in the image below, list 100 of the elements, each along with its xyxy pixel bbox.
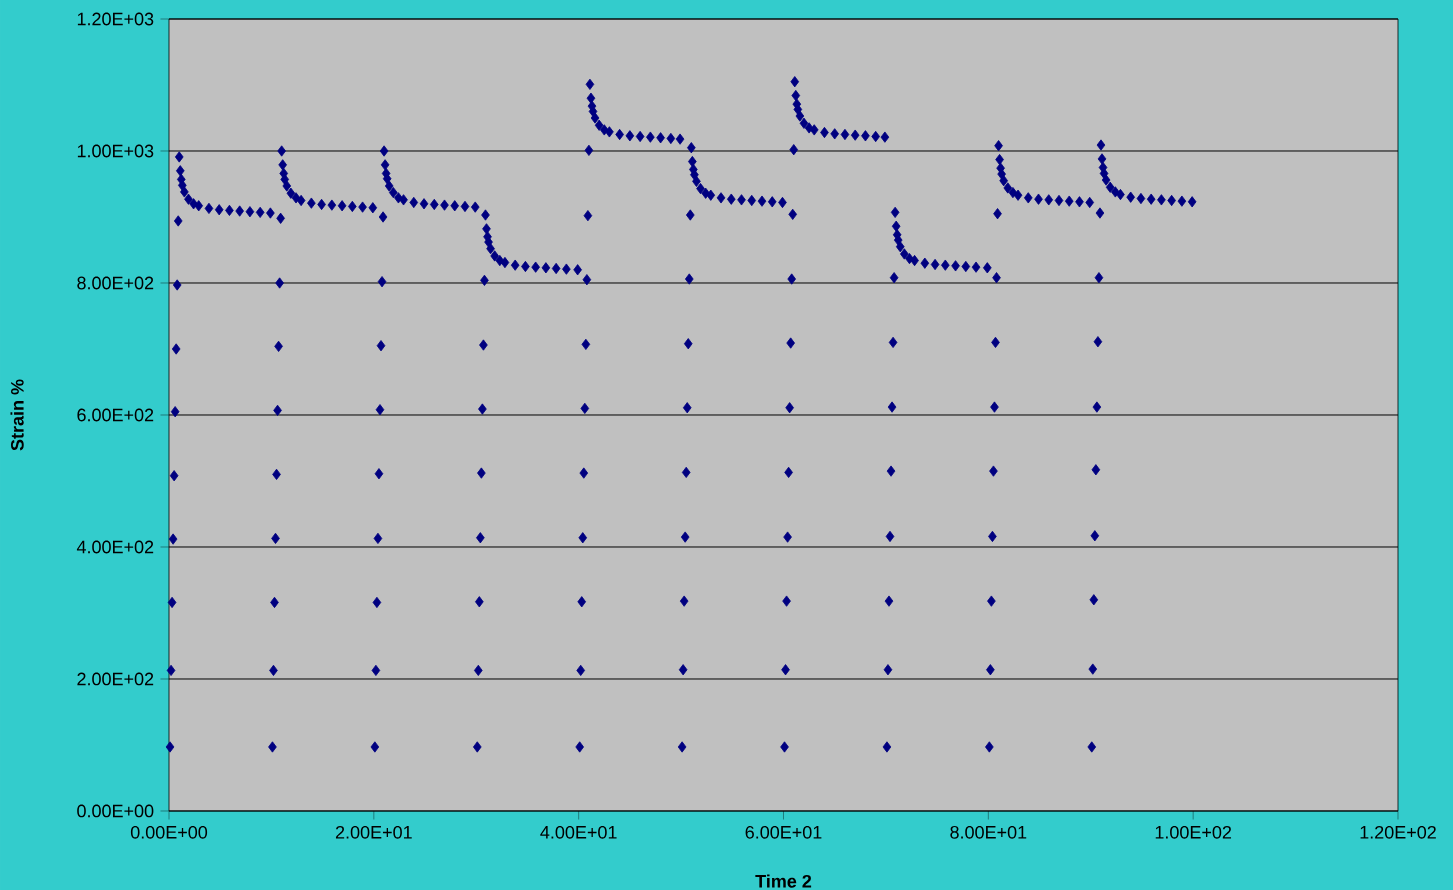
point: [376, 340, 386, 352]
point: [780, 741, 789, 753]
point: [486, 243, 495, 255]
point: [1075, 196, 1084, 208]
y-tick-label: 4.00E+02: [76, 540, 154, 554]
y-tick-label: 1.00E+03: [77, 144, 154, 158]
point: [1054, 194, 1064, 207]
point: [951, 260, 960, 272]
point: [268, 741, 277, 753]
point: [666, 132, 676, 145]
point: [368, 202, 378, 214]
point: [590, 112, 600, 124]
point: [490, 250, 499, 262]
point: [692, 175, 701, 187]
point: [370, 741, 380, 753]
point: [1094, 272, 1104, 284]
point: [562, 263, 571, 275]
point: [180, 186, 189, 198]
point: [757, 195, 767, 207]
point: [500, 256, 510, 269]
point: [882, 741, 892, 753]
point: [575, 741, 584, 753]
point: [576, 664, 586, 677]
point: [1085, 196, 1095, 209]
point: [886, 465, 896, 477]
point: [475, 596, 484, 608]
point: [625, 130, 635, 142]
point: [372, 596, 382, 609]
point: [889, 272, 899, 284]
point: [460, 200, 470, 213]
point: [682, 402, 692, 414]
point: [941, 259, 950, 271]
x-tick-label: 2.00E+01: [335, 825, 412, 839]
point: [675, 133, 685, 145]
point: [1087, 741, 1097, 753]
point: [225, 204, 234, 216]
point: [327, 199, 337, 211]
point: [850, 129, 860, 141]
point: [788, 208, 798, 220]
point: [584, 144, 594, 156]
point: [278, 159, 287, 171]
point: [482, 223, 491, 235]
point: [1105, 181, 1115, 193]
point: [235, 205, 244, 217]
point: [510, 259, 520, 271]
point: [782, 595, 791, 607]
point: [275, 277, 284, 289]
y-tick-label: 8.00E+02: [77, 276, 154, 290]
x-axis-title: Time 2: [755, 874, 812, 888]
point: [785, 402, 794, 414]
point: [384, 180, 394, 192]
point: [986, 664, 995, 676]
point: [677, 741, 687, 753]
point: [605, 126, 614, 138]
point: [990, 401, 999, 413]
point: [880, 131, 890, 143]
point: [379, 145, 389, 157]
point: [1136, 192, 1146, 205]
point: [480, 274, 489, 286]
point: [1111, 186, 1120, 198]
point: [470, 201, 480, 213]
point: [419, 198, 429, 210]
x-tick-label: 0.00E+00: [130, 825, 208, 839]
x-tick-label: 8.00E+01: [950, 825, 1027, 839]
point: [172, 279, 182, 291]
point: [706, 189, 716, 201]
point: [1146, 193, 1156, 205]
x-tick-label: 1.00E+02: [1155, 825, 1232, 839]
point: [481, 209, 490, 221]
point: [531, 261, 540, 273]
point: [887, 401, 897, 413]
point: [885, 530, 895, 543]
point: [1092, 401, 1102, 413]
point: [573, 264, 582, 276]
point: [1064, 195, 1074, 207]
point: [679, 595, 689, 607]
point: [795, 110, 805, 122]
point: [1003, 182, 1013, 194]
x-tick-label: 4.00E+01: [540, 825, 617, 839]
point: [266, 207, 275, 219]
point: [767, 196, 777, 208]
point: [680, 531, 690, 543]
point: [450, 200, 460, 212]
point: [255, 206, 265, 218]
point: [1096, 139, 1106, 151]
point: [716, 192, 726, 204]
point: [696, 183, 705, 195]
point: [781, 664, 790, 676]
point: [890, 206, 900, 218]
point: [989, 465, 998, 477]
point: [830, 128, 840, 140]
point: [1034, 193, 1043, 205]
point: [656, 132, 665, 144]
point: [175, 165, 185, 177]
point: [635, 130, 645, 143]
point: [993, 208, 1002, 220]
point: [987, 595, 996, 607]
point: [377, 276, 387, 288]
point: [274, 340, 283, 352]
point: [282, 180, 292, 192]
